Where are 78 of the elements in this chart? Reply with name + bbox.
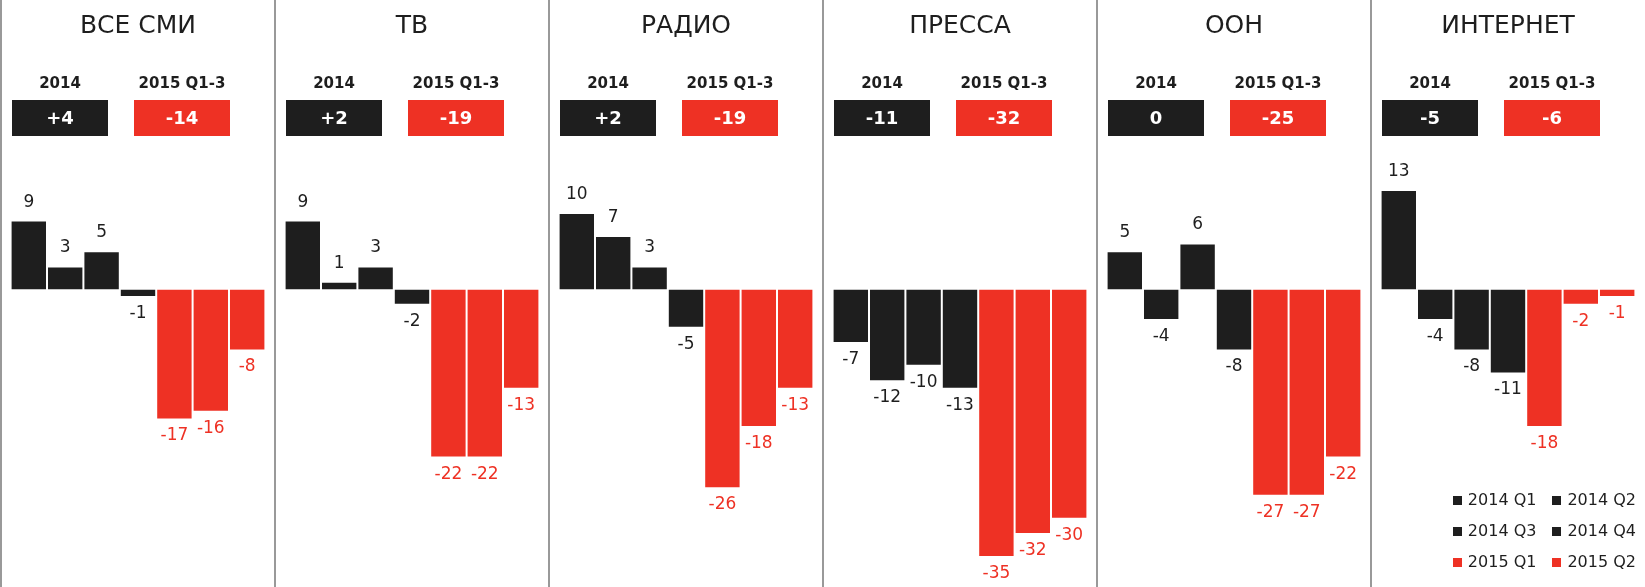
text: 2015 Q1-3 [1507, 74, 1597, 92]
data-label: -22 [434, 462, 463, 483]
text: 2014 [38, 74, 82, 92]
data-label: -35 [982, 561, 1011, 582]
data-label: -4 [1152, 324, 1170, 345]
text: 2015 Q1-3 [685, 74, 775, 92]
data-label: -27 [1256, 500, 1285, 521]
data-label: 13 [1387, 159, 1410, 180]
data-label: -13 [507, 393, 536, 414]
data-label: -7 [842, 347, 860, 368]
text: -14 [134, 100, 230, 136]
text: -25 [1230, 100, 1326, 136]
text: +4 [12, 100, 108, 136]
chart-title: ТВ [394, 10, 430, 39]
data-label: -16 [196, 416, 225, 437]
data-label: 3 [59, 236, 71, 257]
text: 2015 Q1-3 [1233, 74, 1323, 92]
data-label: -8 [1225, 355, 1243, 376]
data-label: 3 [644, 236, 656, 257]
legend-label: 2014 Q2 [1566, 490, 1636, 509]
data-label: -22 [1329, 462, 1358, 483]
data-label: 5 [1119, 221, 1131, 242]
chart-title: ВСЕ СМИ [78, 10, 198, 39]
chart-title: ИНТЕРНЕТ [1440, 10, 1576, 39]
text: -19 [408, 100, 504, 136]
text: -19 [682, 100, 778, 136]
data-label: -5 [677, 332, 695, 353]
data-label: -2 [403, 309, 421, 330]
text: 2015 Q1-3 [411, 74, 501, 92]
data-label: -1 [1608, 301, 1626, 322]
data-label: -32 [1018, 538, 1047, 559]
data-label: -18 [1530, 431, 1559, 452]
text: +2 [560, 100, 656, 136]
data-label: 6 [1192, 213, 1204, 234]
data-label: -4 [1426, 324, 1444, 345]
chart-title: ООН [1203, 10, 1265, 39]
chart-title: РАДИО [639, 10, 733, 39]
data-label: -22 [470, 462, 499, 483]
data-label: -13 [781, 393, 810, 414]
legend-label: 2014 Q1 [1466, 490, 1537, 509]
data-label: -11 [1494, 378, 1522, 399]
data-label: -18 [744, 431, 773, 452]
legend-label: 2014 Q3 [1466, 521, 1537, 540]
data-label: -8 [1463, 355, 1481, 376]
data-label: -10 [909, 370, 938, 391]
data-label: -17 [160, 424, 189, 445]
legend-label: 2015 Q1 [1466, 552, 1537, 571]
text: 2014 [586, 74, 630, 92]
data-label: 9 [23, 190, 35, 211]
data-label: 10 [565, 182, 588, 203]
data-label: -2 [1572, 309, 1590, 330]
text: 2015 Q1-3 [959, 74, 1049, 92]
text: 2014 [1134, 74, 1178, 92]
data-label: -1 [129, 301, 147, 322]
data-label: -8 [238, 355, 256, 376]
text: 2014 [860, 74, 904, 92]
data-label: -12 [873, 386, 902, 407]
chart-title: ПРЕССА [908, 10, 1012, 39]
text: 2014 [312, 74, 356, 92]
legend-label: 2015 Q2 [1566, 552, 1636, 571]
data-label: 5 [96, 221, 108, 242]
text: -5 [1382, 100, 1478, 136]
data-label: -27 [1292, 500, 1321, 521]
data-label: -30 [1055, 523, 1084, 544]
text: -11 [834, 100, 930, 136]
data-label: -26 [708, 493, 737, 514]
data-label: 7 [607, 205, 619, 226]
text: 2014 [1408, 74, 1452, 92]
text: +2 [286, 100, 382, 136]
data-label: -13 [946, 393, 974, 414]
text: -6 [1504, 100, 1600, 136]
data-label: 1 [333, 251, 345, 272]
text: 2015 Q1-3 [137, 74, 227, 92]
data-label: 9 [297, 190, 309, 211]
text: 0 [1108, 100, 1204, 136]
data-label: 3 [370, 236, 382, 257]
legend-label: 2014 Q4 [1566, 521, 1636, 540]
text: -32 [956, 100, 1052, 136]
